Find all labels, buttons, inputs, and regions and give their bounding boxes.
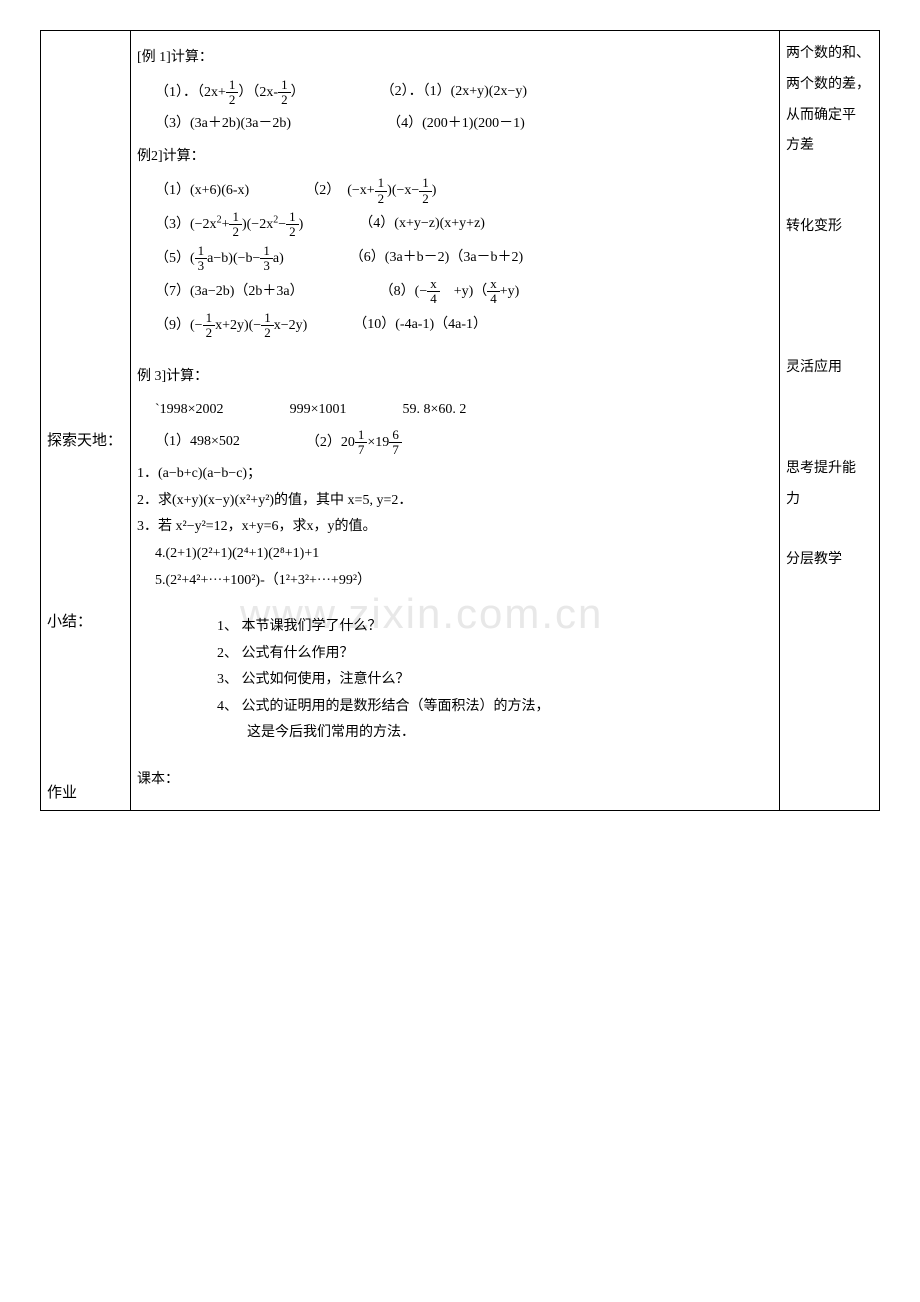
ex2-item10: （10）(-4a-1)（4a-1） bbox=[353, 312, 487, 339]
note7: 思考提升能 bbox=[786, 454, 873, 485]
note6: 灵活应用 bbox=[786, 353, 873, 384]
summary3: 3、 公式如何使用，注意什么？ bbox=[137, 667, 773, 694]
summary4: 4、 公式的证明用的是数形结合（等面积法）的方法， bbox=[137, 694, 773, 721]
ex2-item2: （2） (−x+12)(−x−12) bbox=[305, 176, 436, 206]
example3-title: 例 3]计算： bbox=[137, 364, 773, 391]
content-column: [例 1]计算： （1）．（2x+12）（2x-12） （2）．（1）(2x+y… bbox=[131, 31, 780, 811]
ex2-item6: （6）(3a＋b－2)（3a－b＋2) bbox=[350, 245, 523, 272]
problem2: 2．求(x+y)(x−y)(x²+y²)的值，其中 x=5, y=2． bbox=[137, 488, 773, 515]
ex3-l1b: 999×1001 bbox=[290, 397, 347, 424]
summary5: 这是今后我们常用的方法． bbox=[137, 720, 773, 747]
ex2-item3: （3）(−2x2+12)(−2x2−12) bbox=[155, 210, 303, 240]
label-explore: 探索天地： bbox=[47, 429, 124, 450]
ex3-l1c: 59. 8×60. 2 bbox=[402, 397, 466, 424]
notes-column: 两个数的和、 两个数的差， 从而确定平 方差 转化变形 灵活应用 思考提升能 力… bbox=[780, 31, 880, 811]
example1-title: [例 1]计算： bbox=[137, 45, 773, 72]
ex2-item5: （5）(13a−b)(−b−13a) bbox=[155, 244, 284, 274]
homework-text: 课本： bbox=[137, 767, 773, 794]
label-homework: 作业 bbox=[47, 781, 124, 802]
note9: 分层教学 bbox=[786, 545, 873, 576]
ex3-item2: （2）2017×1967 bbox=[306, 428, 402, 458]
note8: 力 bbox=[786, 485, 873, 516]
left-column: 探索天地： 小结： 作业 bbox=[41, 31, 131, 811]
ex2-item7: （7）(3a−2b)（2b＋3a） bbox=[155, 279, 304, 306]
ex3-item1: （1）498×502 bbox=[155, 429, 240, 456]
ex2-item8: （8）(−x4 +y)（x4+y) bbox=[380, 277, 520, 307]
ex2-item1: （1）(x+6)(6-x) bbox=[155, 178, 249, 205]
ex2-item9: （9）(−12x+2y)(−12x−2y) bbox=[155, 311, 307, 341]
ex2-item4: （4）(x+y−z)(x+y+z) bbox=[359, 211, 485, 238]
note3: 从而确定平 bbox=[786, 101, 873, 132]
problem1: 1．(a−b+c)(a−b−c)； bbox=[137, 461, 773, 488]
ex1-item3: （3）(3a＋2b)(3a－2b) bbox=[155, 111, 291, 138]
ex1-item1: （1）．（2x+12）（2x-12） bbox=[155, 78, 305, 108]
problem4: 4.(2+1)(2²+1)(2⁴+1)(2⁸+1)+1 bbox=[137, 541, 773, 568]
note4: 方差 bbox=[786, 131, 873, 162]
summary2: 2、 公式有什么作用？ bbox=[137, 641, 773, 668]
problem3: 3．若 x²−y²=12，x+y=6，求x，y的值。 bbox=[137, 514, 773, 541]
problem5: 5.(2²+4²+···+100²)-（1²+3²+···+99²） bbox=[137, 568, 773, 595]
ex1-item2: （2）．（1）(2x+y)(2x−y) bbox=[381, 79, 527, 106]
note2: 两个数的差， bbox=[786, 70, 873, 101]
note5: 转化变形 bbox=[786, 212, 873, 243]
summary1: 1、 本节课我们学了什么？ bbox=[137, 614, 773, 641]
ex1-item4: （4）(200＋1)(200－1) bbox=[387, 111, 525, 138]
lesson-table: 探索天地： 小结： 作业 [例 1]计算： （1）．（2x+12）（2x-12）… bbox=[40, 30, 880, 811]
label-summary: 小结： bbox=[47, 610, 124, 631]
note1: 两个数的和、 bbox=[786, 39, 873, 70]
ex3-l1a: `1998×2002 bbox=[155, 397, 224, 424]
example2-title: 例2]计算： bbox=[137, 144, 773, 171]
